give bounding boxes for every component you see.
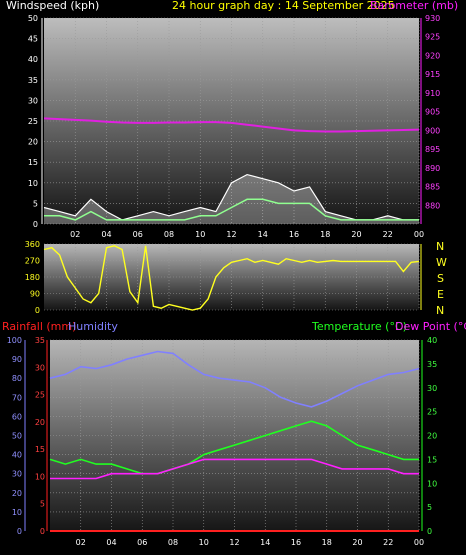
humidity-ytick-label: 90 bbox=[12, 355, 22, 364]
barometer-title: Barometer (mb) bbox=[370, 0, 458, 12]
wind-ytick-label: 50 bbox=[28, 14, 38, 23]
dir-ytick-label: 90 bbox=[30, 290, 40, 299]
temp-ytick-label: 10 bbox=[427, 479, 437, 488]
dir-ytick-label: 0 bbox=[35, 306, 40, 315]
temp-ytick-label: 20 bbox=[427, 432, 437, 441]
rain-ytick-label: 30 bbox=[35, 363, 45, 372]
dir-label-s: S bbox=[437, 272, 444, 285]
baro-ytick-label: 905 bbox=[425, 108, 440, 117]
humidity-ytick-label: 0 bbox=[17, 527, 22, 536]
wind-ytick-label: 5 bbox=[33, 199, 38, 208]
dir-ytick-label: 360 bbox=[25, 240, 40, 249]
wind-ytick-label: 15 bbox=[28, 158, 38, 167]
rain-ytick-label: 15 bbox=[35, 445, 45, 454]
wind-xtick-label: 14 bbox=[258, 230, 268, 239]
wind-ytick-label: 40 bbox=[28, 55, 38, 64]
humidity-ytick-label: 80 bbox=[12, 374, 22, 383]
baro-ytick-label: 925 bbox=[425, 33, 440, 42]
dir-ytick-label: 180 bbox=[25, 273, 40, 282]
temp-xtick-label: 16 bbox=[291, 538, 301, 547]
humidity-title: Humidity bbox=[68, 320, 118, 333]
wind-ytick-label: 20 bbox=[28, 138, 38, 147]
humidity-ytick-label: 20 bbox=[12, 489, 22, 498]
temp-xtick-label: 04 bbox=[106, 538, 116, 547]
wind-ytick-label: 30 bbox=[28, 96, 38, 105]
temp-xtick-label: 22 bbox=[383, 538, 393, 547]
humidity-ytick-label: 10 bbox=[12, 508, 22, 517]
temp-ytick-label: 25 bbox=[427, 408, 437, 417]
temperature-title: Temperature (°C) bbox=[311, 320, 407, 333]
dir-label-n-top: N bbox=[436, 240, 444, 253]
wind-xtick-label: 16 bbox=[289, 230, 299, 239]
baro-ytick-label: 910 bbox=[425, 89, 440, 98]
temp-ytick-label: 5 bbox=[427, 503, 432, 512]
dewpoint-title: Dew Point (°C) bbox=[395, 320, 466, 333]
baro-ytick-label: 900 bbox=[425, 126, 440, 135]
baro-ytick-label: 915 bbox=[425, 70, 440, 79]
temp-xtick-label: 08 bbox=[168, 538, 178, 547]
temp-ytick-label: 40 bbox=[427, 336, 437, 345]
barometer-line bbox=[43, 117, 420, 133]
temp-xtick-label: 18 bbox=[322, 538, 332, 547]
wind-xtick-label: 20 bbox=[351, 230, 361, 239]
humidity-ytick-label: 70 bbox=[12, 393, 22, 402]
wind-xtick-label: 18 bbox=[320, 230, 330, 239]
dir-label-n-bottom: N bbox=[436, 304, 444, 317]
windspeed-title: Windspeed (kph) bbox=[6, 0, 99, 12]
baro-ytick-label: 895 bbox=[425, 145, 440, 154]
wind-xtick-label: 10 bbox=[195, 230, 205, 239]
baro-ytick-label: 880 bbox=[425, 201, 440, 210]
temp-xtick-label: 12 bbox=[229, 538, 239, 547]
rain-ytick-label: 10 bbox=[35, 472, 45, 481]
dir-label-e: E bbox=[437, 288, 444, 301]
baro-ytick-label: 890 bbox=[425, 164, 440, 173]
temp-xtick-label: 02 bbox=[76, 538, 86, 547]
wind-xtick-label: 00 bbox=[414, 230, 424, 239]
wind-ytick-label: 45 bbox=[28, 35, 38, 44]
wind-xtick-label: 22 bbox=[383, 230, 393, 239]
wind-xtick-label: 02 bbox=[70, 230, 80, 239]
rain-ytick-label: 0 bbox=[40, 527, 45, 536]
humidity-ytick-label: 100 bbox=[7, 336, 22, 345]
temp-ytick-label: 30 bbox=[427, 384, 437, 393]
temp-xtick-label: 10 bbox=[199, 538, 209, 547]
wind-xtick-label: 04 bbox=[101, 230, 111, 239]
wind-xtick-label: 12 bbox=[226, 230, 236, 239]
humidity-ytick-label: 60 bbox=[12, 412, 22, 421]
temperature-line bbox=[49, 420, 419, 475]
temp-xtick-label: 06 bbox=[137, 538, 147, 547]
dewpoint-line bbox=[50, 458, 419, 480]
wind-ytick-label: 35 bbox=[28, 76, 38, 85]
rain-ytick-label: 20 bbox=[35, 418, 45, 427]
wind-ytick-label: 25 bbox=[28, 117, 38, 126]
temp-ytick-label: 35 bbox=[427, 360, 437, 369]
humidity-line bbox=[49, 350, 420, 408]
rain-ytick-label: 5 bbox=[40, 500, 45, 509]
wind-ytick-label: 0 bbox=[33, 220, 38, 229]
baro-ytick-label: 885 bbox=[425, 183, 440, 192]
rainfall-title: Rainfall (mm) bbox=[2, 320, 76, 333]
wind-ytick-label: 10 bbox=[28, 179, 38, 188]
dir-ytick-label: 270 bbox=[25, 257, 40, 266]
temp-ytick-label: 15 bbox=[427, 455, 437, 464]
rain-ytick-label: 25 bbox=[35, 391, 45, 400]
temp-xtick-label: 20 bbox=[352, 538, 362, 547]
rain-ytick-label: 35 bbox=[35, 336, 45, 345]
wind-xtick-label: 06 bbox=[133, 230, 143, 239]
graph-date-title: 24 hour graph day : 14 September 2025 bbox=[172, 0, 395, 12]
humidity-ytick-label: 40 bbox=[12, 451, 22, 460]
baro-ytick-label: 930 bbox=[425, 14, 440, 23]
dir-label-w: W bbox=[436, 256, 447, 269]
humidity-ytick-label: 30 bbox=[12, 470, 22, 479]
wind-direction-line bbox=[43, 245, 420, 311]
baro-ytick-label: 920 bbox=[425, 51, 440, 60]
temp-xtick-label: 14 bbox=[260, 538, 270, 547]
temp-ytick-label: 0 bbox=[427, 527, 432, 536]
humidity-ytick-label: 50 bbox=[12, 432, 22, 441]
wind-xtick-label: 08 bbox=[164, 230, 174, 239]
wind-average-line bbox=[44, 198, 419, 221]
temp-xtick-label: 00 bbox=[414, 538, 424, 547]
